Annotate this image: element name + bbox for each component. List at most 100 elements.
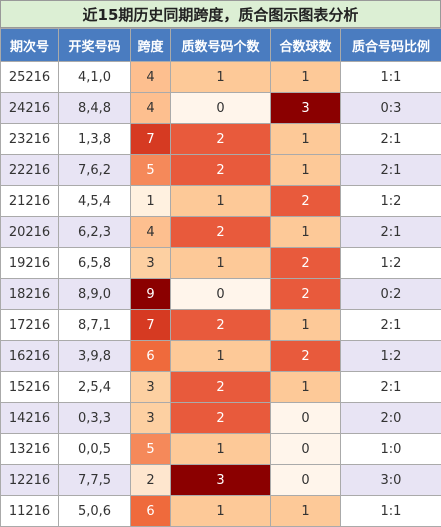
table-row: 13216 0,0,5 5 1 0 1:0: [0, 433, 441, 465]
table-cell: 2,5,4: [58, 371, 131, 403]
table-cell: 2: [170, 154, 271, 186]
table-cell: 1:1: [340, 61, 441, 93]
table-cell: 14216: [0, 402, 59, 434]
table-row: 20216 6,2,3 4 2 1 2:1: [0, 216, 441, 248]
table-cell: 1: [270, 309, 341, 341]
table-cell: 2:1: [340, 309, 441, 341]
table-cell: 4: [130, 61, 171, 93]
table-row: 16216 3,9,8 6 1 2 1:2: [0, 340, 441, 372]
table-cell: 3: [170, 464, 271, 496]
table-cell: 6: [130, 340, 171, 372]
table-cell: 2:0: [340, 402, 441, 434]
table-cell: 19216: [0, 247, 59, 279]
table-cell: 3:0: [340, 464, 441, 496]
table-cell: 25216: [0, 61, 59, 93]
table-cell: 2: [170, 309, 271, 341]
table-cell: 3: [130, 402, 171, 434]
title: 近15期历史同期跨度，质合图示图表分析: [0, 0, 441, 28]
table-cell: 2: [170, 123, 271, 155]
table-cell: 12216: [0, 464, 59, 496]
table-cell: 1: [170, 185, 271, 217]
table-cell: 24216: [0, 92, 59, 124]
table-cell: 2: [270, 247, 341, 279]
table-cell: 1:0: [340, 433, 441, 465]
table-cell: 5,0,6: [58, 495, 131, 527]
table-cell: 2: [170, 371, 271, 403]
table-cell: 5: [130, 433, 171, 465]
table-cell: 1: [170, 340, 271, 372]
table-cell: 1:2: [340, 247, 441, 279]
header-cell: 质数号码个数: [170, 28, 271, 62]
table-cell: 6,5,8: [58, 247, 131, 279]
table-row: 15216 2,5,4 3 2 1 2:1: [0, 371, 441, 403]
table-cell: 7: [130, 309, 171, 341]
table-cell: 1: [270, 154, 341, 186]
header-cell: 质合号码比例: [340, 28, 441, 62]
table-cell: 0,3,3: [58, 402, 131, 434]
table-cell: 1: [170, 61, 271, 93]
table-cell: 2: [270, 278, 341, 310]
table-cell: 1: [270, 61, 341, 93]
table-cell: 0: [170, 278, 271, 310]
table-cell: 2:1: [340, 123, 441, 155]
table-cell: 0:3: [340, 92, 441, 124]
table-row: 24216 8,4,8 4 0 3 0:3: [0, 92, 441, 124]
table-cell: 1: [170, 495, 271, 527]
table-cell: 1: [270, 495, 341, 527]
table-cell: 1:1: [340, 495, 441, 527]
table-cell: 15216: [0, 371, 59, 403]
table-cell: 3: [130, 247, 171, 279]
table-cell: 1,3,8: [58, 123, 131, 155]
table-cell: 7,7,5: [58, 464, 131, 496]
table-row: 14216 0,3,3 3 2 0 2:0: [0, 402, 441, 434]
table-cell: 2: [130, 464, 171, 496]
table-cell: 5: [130, 154, 171, 186]
table-cell: 1:2: [340, 340, 441, 372]
table-cell: 23216: [0, 123, 59, 155]
table-cell: 1: [270, 216, 341, 248]
table-cell: 4,1,0: [58, 61, 131, 93]
table-cell: 6,2,3: [58, 216, 131, 248]
table-cell: 2:1: [340, 216, 441, 248]
table-cell: 22216: [0, 154, 59, 186]
table-cell: 1: [270, 123, 341, 155]
table-cell: 3: [270, 92, 341, 124]
table-cell: 2: [170, 402, 271, 434]
table-cell: 0,0,5: [58, 433, 131, 465]
table-cell: 8,4,8: [58, 92, 131, 124]
table-cell: 7: [130, 123, 171, 155]
table-cell: 6: [130, 495, 171, 527]
table-cell: 7,6,2: [58, 154, 131, 186]
header-cell: 期次号: [0, 28, 59, 62]
table-cell: 0: [170, 92, 271, 124]
table-cell: 2: [270, 185, 341, 217]
table-row: 22216 7,6,2 5 2 1 2:1: [0, 154, 441, 186]
table-cell: 8,9,0: [58, 278, 131, 310]
table-cell: 11216: [0, 495, 59, 527]
table-cell: 2:1: [340, 371, 441, 403]
table-row: 19216 6,5,8 3 1 2 1:2: [0, 247, 441, 279]
table-cell: 4: [130, 92, 171, 124]
table-cell: 1: [270, 371, 341, 403]
table-body: 25216 4,1,0 4 1 1 1:1 24216 8,4,8 4 0 3 0:3 23216 1,3…: [0, 61, 441, 527]
table-cell: 16216: [0, 340, 59, 372]
table-cell: 1:2: [340, 185, 441, 217]
table-cell: 4,5,4: [58, 185, 131, 217]
table-cell: 1: [130, 185, 171, 217]
table-cell: 13216: [0, 433, 59, 465]
table-cell: 18216: [0, 278, 59, 310]
table-cell: 0: [270, 464, 341, 496]
table-cell: 0: [270, 402, 341, 434]
table-cell: 2: [270, 340, 341, 372]
table-cell: 3,9,8: [58, 340, 131, 372]
header-cell: 合数球数: [270, 28, 341, 62]
table-cell: 4: [130, 216, 171, 248]
table-cell: 20216: [0, 216, 59, 248]
header-cell: 跨度: [130, 28, 171, 62]
table-cell: 8,7,1: [58, 309, 131, 341]
table-cell: 1: [170, 433, 271, 465]
data-table: 期次号 开奖号码 跨度 质数号码个数 合数球数 质合号码比例 25216 4,1,0 4 1 1 1…: [0, 28, 441, 527]
table-row: 23216 1,3,8 7 2 1 2:1: [0, 123, 441, 155]
table-cell: 17216: [0, 309, 59, 341]
